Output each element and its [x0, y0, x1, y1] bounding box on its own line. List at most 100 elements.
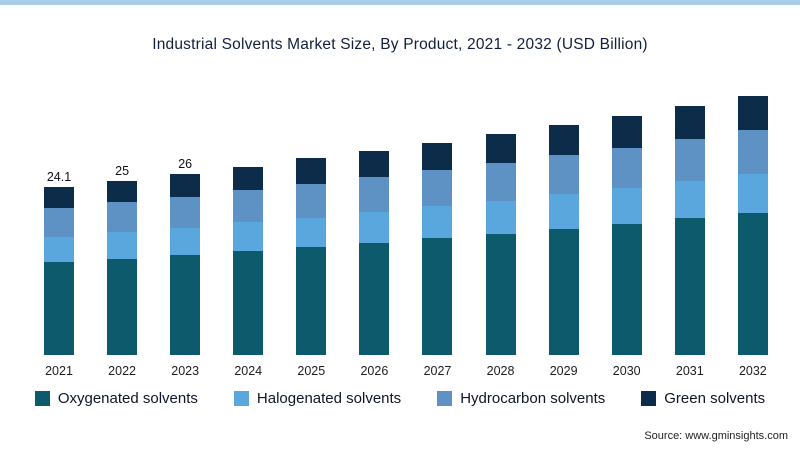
bar-segment — [674, 218, 705, 355]
stacked-bar — [737, 96, 768, 355]
x-axis-tick-label: 2032 — [738, 364, 767, 378]
bar-segment — [296, 158, 327, 185]
bar-segment — [359, 242, 390, 355]
top-border-accent — [0, 0, 800, 5]
bar-segment — [737, 173, 768, 213]
bar-segment — [107, 258, 138, 355]
bar-segment — [107, 180, 138, 203]
bar-column: 26 2023 — [168, 92, 202, 378]
bar-segment — [359, 211, 390, 243]
x-axis-tick-label: 2030 — [612, 364, 641, 378]
x-axis-tick-label: 2031 — [675, 364, 704, 378]
bar-segment — [359, 177, 390, 212]
bar-segment — [359, 151, 390, 178]
legend-label: Green solvents — [664, 390, 766, 407]
source-text: Source: www.gminsights.com — [644, 430, 788, 442]
bar-segment — [548, 228, 579, 355]
legend-swatch-icon — [233, 391, 249, 406]
x-axis-tick-label: 2023 — [171, 364, 200, 378]
bar-value-label: 25 — [115, 163, 130, 178]
stacked-bar — [233, 166, 264, 355]
bar-segment — [737, 129, 768, 174]
bar-segment — [107, 202, 138, 233]
bar-segment — [422, 206, 453, 239]
chart-title: Industrial Solvents Market Size, By Prod… — [152, 36, 648, 53]
legend-label: Oxygenated solvents — [57, 390, 198, 407]
bar-segment — [548, 125, 579, 156]
bar-segment — [674, 181, 705, 219]
bar-segment — [611, 188, 642, 224]
bar-segment — [674, 138, 705, 182]
bar-segment — [611, 147, 642, 189]
bar-value-label: 26 — [178, 156, 193, 171]
bar-column: 2031 — [673, 92, 707, 378]
bar-segment — [44, 208, 74, 238]
bar-segment — [611, 223, 642, 355]
stacked-bar — [422, 142, 453, 355]
x-axis-tick-label: 2029 — [549, 364, 578, 378]
bar-column: 25 2022 — [105, 92, 139, 378]
bar-column: 2030 — [610, 92, 644, 378]
bar-column: 2032 — [736, 92, 770, 378]
stacked-bar — [485, 134, 516, 355]
bar-segment — [422, 142, 453, 171]
plot-area: 24.1 2021 25 2022 26 2023 2024 2025 2026 2027 2028… — [42, 92, 770, 378]
bar-segment — [422, 238, 453, 355]
x-axis-tick-label: 2024 — [234, 364, 263, 378]
stacked-bar — [44, 186, 74, 355]
bar-segment — [233, 190, 264, 223]
bar-segment — [170, 227, 201, 256]
bar-segment — [170, 255, 201, 355]
stacked-bar — [548, 125, 579, 355]
bar-segment — [485, 134, 516, 164]
bar-segment — [44, 186, 74, 209]
bar-segment — [170, 173, 201, 198]
legend-label: Hydrocarbon solvents — [460, 390, 606, 407]
bar-segment — [485, 200, 516, 234]
bar-segment — [44, 262, 74, 355]
bar-segment — [737, 96, 768, 130]
legend: Oxygenated solvents Halogenated solvents H… — [0, 390, 800, 407]
x-axis-tick-label: 2025 — [297, 364, 326, 378]
bar-column: 2024 — [231, 92, 265, 378]
bar-segment — [233, 251, 264, 355]
bar-column: 2027 — [420, 92, 454, 378]
legend-swatch-icon — [437, 391, 453, 406]
bar-segment — [611, 116, 642, 148]
bar-segment — [485, 233, 516, 355]
bar-column: 2025 — [294, 92, 328, 378]
x-axis-tick-label: 2021 — [45, 364, 73, 378]
bar-column: 24.1 2021 — [42, 92, 76, 378]
legend-swatch-icon — [641, 391, 657, 406]
bar-segment — [44, 237, 74, 263]
legend-swatch-icon — [34, 391, 50, 406]
bar-segment — [485, 163, 516, 201]
bar-column: 2028 — [484, 92, 518, 378]
legend-label: Halogenated solvents — [256, 390, 402, 407]
bar-segment — [422, 170, 453, 207]
legend-item: Oxygenated solvents — [34, 390, 198, 407]
bar-segment — [296, 217, 327, 247]
stacked-bar — [359, 151, 390, 355]
bar-segment — [170, 197, 201, 228]
bar-segment — [296, 246, 327, 355]
bar-segment — [233, 166, 264, 191]
bar-segment — [674, 106, 705, 139]
bar-segment — [296, 184, 327, 218]
x-axis-tick-label: 2026 — [360, 364, 389, 378]
stacked-bar — [170, 173, 201, 355]
bar-segment — [737, 212, 768, 355]
x-axis-tick-label: 2022 — [108, 364, 136, 378]
bar-segment — [548, 194, 579, 229]
stacked-bar — [674, 106, 705, 355]
bar-segment — [233, 222, 264, 251]
legend-item: Hydrocarbon solvents — [437, 390, 605, 407]
x-axis-tick-label: 2028 — [486, 364, 515, 378]
bar-value-label: 24.1 — [46, 169, 72, 184]
bar-column: 2029 — [547, 92, 581, 378]
legend-item: Halogenated solvents — [233, 390, 402, 407]
legend-item: Green solvents — [641, 390, 765, 407]
stacked-bar — [296, 158, 327, 355]
bar-segment — [548, 155, 579, 195]
